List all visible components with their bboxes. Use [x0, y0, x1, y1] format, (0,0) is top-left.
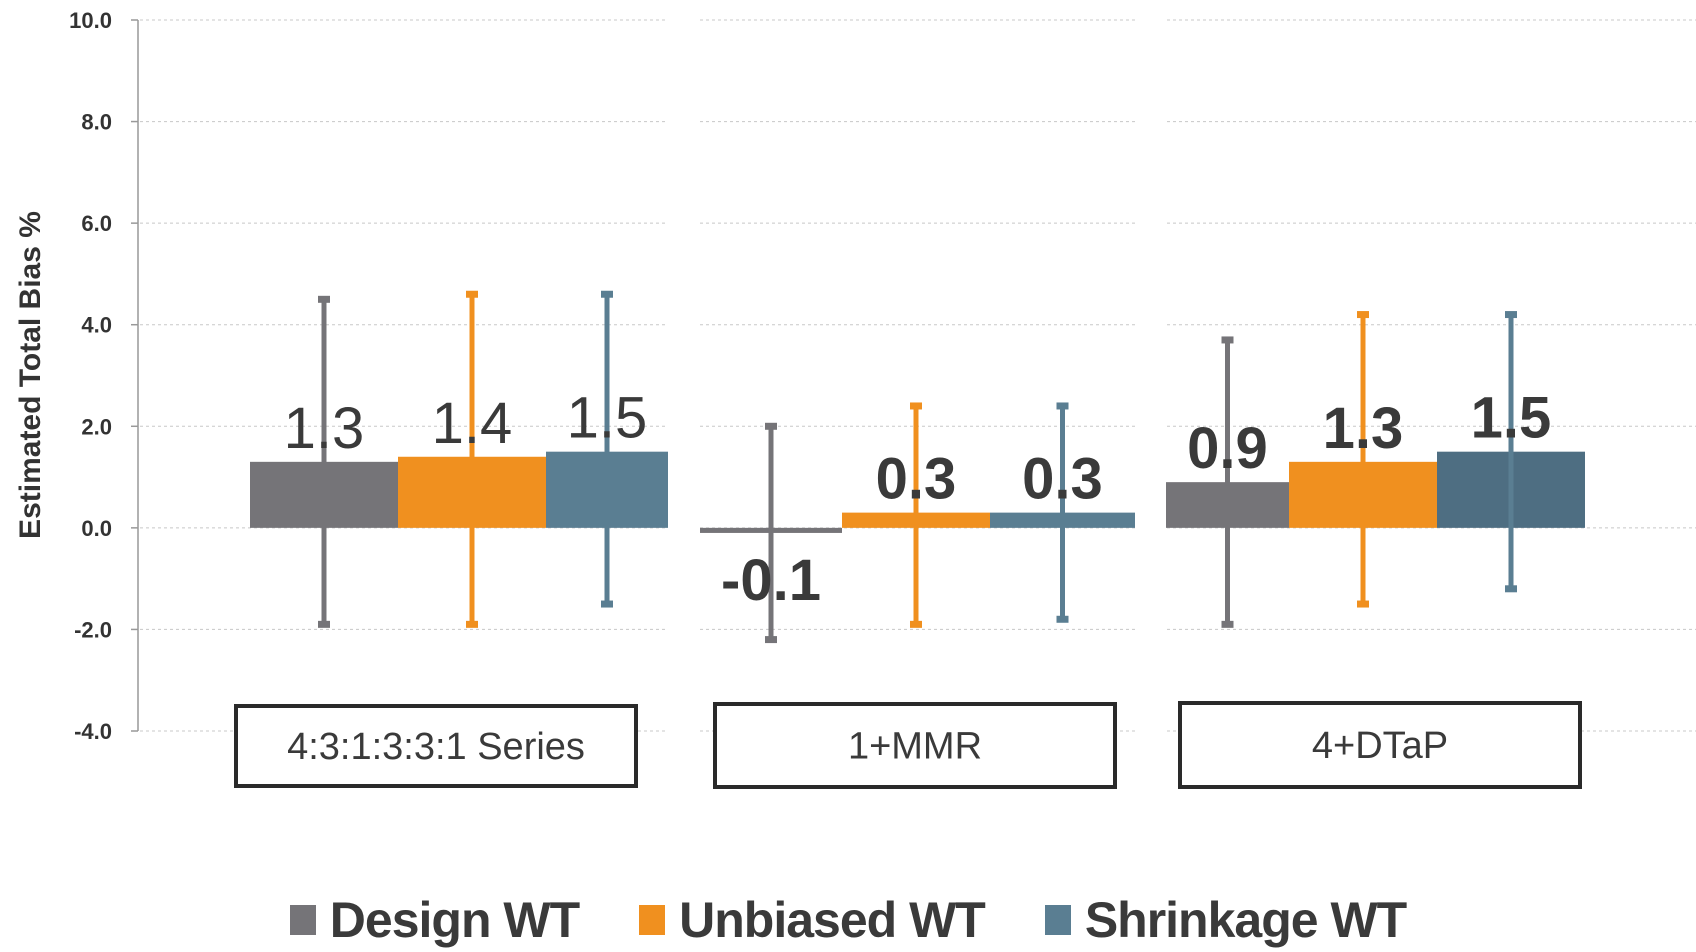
y-tick-label: 6.0	[81, 211, 112, 236]
legend-item: Shrinkage WT	[1044, 892, 1407, 948]
y-tick-label: 4.0	[81, 313, 112, 338]
y-axis-title: Estimated Total Bias %	[14, 211, 47, 539]
data-label: 1.3	[284, 396, 365, 461]
category-box	[234, 704, 638, 788]
category-boxes: 4:3:1:3:3:1 Series 1+MMR 4+DTaP	[234, 701, 1582, 789]
y-tick-label: -4.0	[74, 719, 112, 744]
category-box	[713, 702, 1117, 789]
data-label: 0.3	[1022, 447, 1103, 512]
legend-swatch	[1044, 905, 1071, 935]
data-label: 1.5	[1471, 386, 1552, 451]
data-label: -0.1	[721, 548, 821, 613]
legend-label: Shrinkage WT	[1084, 892, 1407, 948]
data-label: 1.4	[432, 391, 513, 456]
y-tick-label: 2.0	[81, 414, 112, 439]
legend-item: Design WT	[289, 892, 580, 948]
y-tick-label: 10.0	[69, 8, 112, 33]
data-label: 0.3	[876, 447, 957, 512]
legend-label: Design WT	[329, 892, 580, 948]
y-axis: 10.0 8.0 6.0 4.0 2.0 0.0 -2.0 -4.0	[69, 8, 139, 744]
legend-swatch	[289, 905, 316, 935]
data-label: 1.5	[567, 386, 648, 451]
data-label: 1.3	[1323, 396, 1404, 461]
legend-label: Unbiased WT	[679, 892, 986, 948]
y-tick-label: -2.0	[74, 617, 112, 642]
category-label: 1+MMR	[848, 726, 982, 768]
bias-bar-chart: 10.0 8.0 6.0 4.0 2.0 0.0 -2.0 -4.0 1.3 1.4 1.5 -0.…	[14, 8, 1696, 789]
legend-item: Unbiased WT	[639, 892, 986, 948]
y-tick-label: 0.0	[81, 516, 112, 541]
category-label: 4:3:1:3:3:1 Series	[287, 726, 585, 768]
error-bars	[318, 290, 1517, 644]
category-box	[1178, 701, 1582, 789]
category-label: 4+DTaP	[1312, 725, 1448, 767]
legend: Design WT Unbiased WT Shrinkage WT	[0, 895, 1696, 945]
data-label: 0.9	[1187, 416, 1268, 481]
legend-swatch	[639, 905, 666, 935]
value-labels: 1.3 1.4 1.5 -0.1 0.3 0.3 0.9 1.3 1.5	[284, 386, 1552, 613]
y-tick-label: 8.0	[81, 110, 112, 135]
